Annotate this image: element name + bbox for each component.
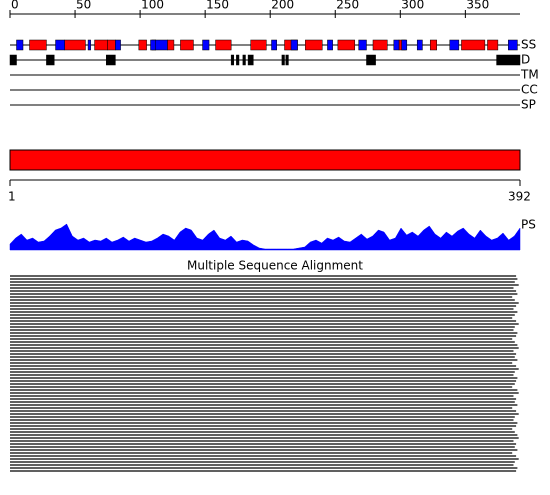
disorder <box>106 54 116 66</box>
disorder <box>285 54 289 66</box>
disorder <box>247 54 254 66</box>
ruler-label: 100 <box>141 0 164 12</box>
strand <box>290 39 298 51</box>
track-label: D <box>521 53 530 67</box>
ps-label: PS <box>521 218 536 232</box>
helix <box>461 39 486 51</box>
strand <box>508 39 518 51</box>
helix <box>167 39 175 51</box>
strand <box>358 39 367 51</box>
helix <box>29 39 47 51</box>
strand <box>16 39 24 51</box>
msa-title: Multiple Sequence Alignment <box>187 259 363 273</box>
ps-profile <box>9 223 521 251</box>
helix <box>215 39 232 51</box>
ruler-label: 300 <box>401 0 424 12</box>
disorder <box>236 54 240 66</box>
domain-end-label: 392 <box>508 190 531 204</box>
helix <box>107 39 116 51</box>
ruler-label: 0 <box>11 0 19 12</box>
ruler-label: 200 <box>271 0 294 12</box>
helix <box>372 39 388 51</box>
helix <box>305 39 323 51</box>
track-label: TM <box>520 68 539 82</box>
strand <box>401 39 408 51</box>
domain-start-label: 1 <box>8 190 16 204</box>
strand <box>150 39 156 51</box>
disorder <box>242 54 246 66</box>
strand <box>271 39 277 51</box>
strand <box>87 39 91 51</box>
strand <box>115 39 121 51</box>
helix <box>337 39 356 51</box>
disorder <box>366 54 376 66</box>
ruler-label: 50 <box>76 0 91 12</box>
disorder <box>281 54 285 66</box>
disorder <box>496 54 521 66</box>
helix <box>487 39 499 51</box>
ruler-label: 150 <box>206 0 229 12</box>
disorder <box>9 54 17 66</box>
domain-bar <box>9 149 521 171</box>
strand <box>416 39 423 51</box>
ruler-label: 350 <box>466 0 489 12</box>
strand <box>55 39 65 51</box>
strand <box>327 39 333 51</box>
disorder <box>230 54 235 66</box>
strand <box>202 39 210 51</box>
track-label: SP <box>521 98 536 112</box>
ruler-label: 250 <box>336 0 359 12</box>
strand <box>449 39 460 51</box>
helix <box>138 39 147 51</box>
helix <box>64 39 86 51</box>
strand <box>393 39 400 51</box>
track-label: CC <box>521 83 538 97</box>
track-label: SS <box>521 38 536 52</box>
helix <box>250 39 267 51</box>
helix <box>429 39 437 51</box>
disorder <box>46 54 55 66</box>
strand <box>155 39 168 51</box>
helix <box>180 39 194 51</box>
helix <box>94 39 108 51</box>
